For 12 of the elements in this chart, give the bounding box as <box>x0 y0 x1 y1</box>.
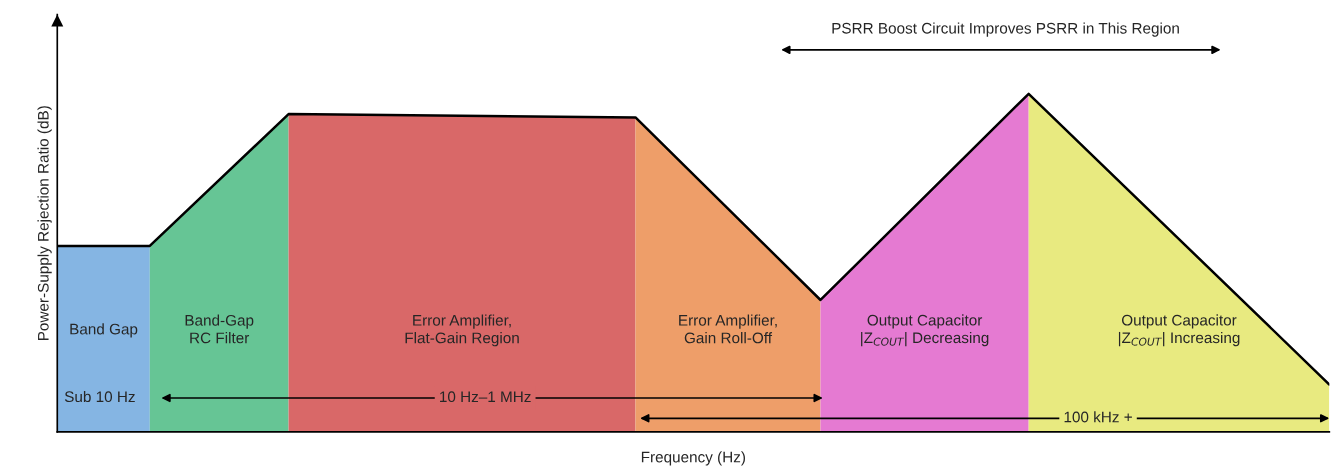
annotation: 100 kHz + <box>1064 411 1132 423</box>
annotation: 10 Hz–1 MHz <box>440 391 531 403</box>
y-axis-title: Power-Supply Rejection Ratio (dB) <box>37 106 52 341</box>
series-label: Error Amplifier, Flat-Gain Region <box>405 314 519 347</box>
x-axis-title: Frequency (Hz) <box>641 451 745 466</box>
text: PSRR Boost Circuit Improves PSRR in This Region <box>832 22 1179 37</box>
series-label: Band Gap <box>70 323 138 338</box>
series-label: Band-Gap RC Filter <box>185 314 254 344</box>
series-label: Error Amplifier, Gain Roll-Off <box>679 314 777 344</box>
series-label: Output Capacitor |Z$_{COUT}$| Increasing <box>1118 314 1240 347</box>
series-label: Output Capacitor |Z$_{COUT}$| Decreasing <box>861 314 989 347</box>
annotation: Sub 10 Hz <box>64 390 135 403</box>
